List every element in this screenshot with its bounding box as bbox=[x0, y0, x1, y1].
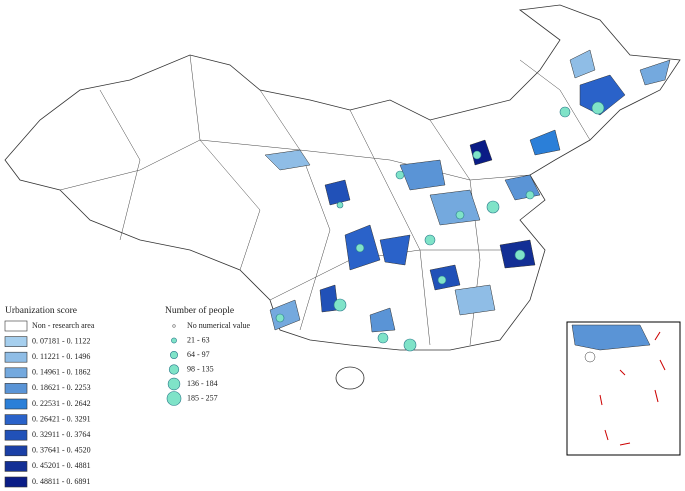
legend-swatch bbox=[4, 367, 28, 379]
region bbox=[639, 59, 671, 86]
legend-label: 136 - 184 bbox=[187, 379, 218, 388]
legend-label: 98 - 135 bbox=[187, 364, 214, 373]
legend-label: 0. 14961 - 0. 1862 bbox=[32, 368, 91, 377]
city-marker bbox=[472, 150, 482, 160]
city-marker bbox=[336, 201, 344, 209]
city-marker bbox=[424, 234, 436, 246]
city-marker bbox=[333, 298, 347, 312]
legend-label: 0. 45201 - 0. 4881 bbox=[32, 461, 91, 470]
legend-label: 0. 37641 - 0. 4520 bbox=[32, 446, 91, 455]
city-marker bbox=[486, 200, 500, 214]
legend-label: 0. 22531 - 0. 2642 bbox=[32, 399, 91, 408]
legend-label: 0. 26421 - 0. 3291 bbox=[32, 414, 91, 423]
region bbox=[529, 129, 561, 156]
legend-label: No numerical value bbox=[187, 321, 251, 330]
region bbox=[569, 49, 596, 79]
city-marker bbox=[455, 210, 465, 220]
legend-bubble bbox=[166, 391, 182, 406]
region bbox=[264, 149, 311, 171]
city-marker bbox=[377, 332, 389, 344]
city-marker bbox=[355, 243, 365, 253]
legend-label: 0. 18621 - 0. 2253 bbox=[32, 383, 91, 392]
city-marker bbox=[275, 313, 285, 323]
region bbox=[369, 307, 396, 333]
region bbox=[579, 74, 626, 116]
legend-swatch bbox=[4, 414, 28, 425]
city-markers bbox=[275, 101, 605, 352]
legend-swatch bbox=[4, 320, 28, 332]
region bbox=[379, 234, 411, 266]
legend-label: 0. 48811 - 0. 6891 bbox=[32, 477, 90, 486]
region bbox=[454, 284, 496, 316]
legend-swatch bbox=[4, 445, 28, 457]
legend-bubble bbox=[172, 324, 176, 328]
legend-label: 0. 07181 - 0. 1122 bbox=[32, 336, 90, 345]
legend-bubble bbox=[167, 377, 181, 391]
legend-label: 0. 32911 - 0. 3764 bbox=[32, 430, 90, 439]
region bbox=[324, 179, 351, 206]
region bbox=[269, 299, 301, 331]
island bbox=[335, 366, 365, 390]
city-marker bbox=[525, 190, 535, 200]
legend-swatch bbox=[4, 476, 28, 488]
legend-label: 185 - 257 bbox=[187, 393, 218, 402]
legend-bubble bbox=[170, 350, 179, 359]
inset-map bbox=[571, 324, 666, 446]
legend-bubble bbox=[168, 364, 180, 375]
legend-bubble bbox=[171, 337, 177, 344]
legend: Urbanization score Number of people Non … bbox=[4, 305, 251, 488]
legend-swatch bbox=[4, 461, 28, 472]
legend-swatch bbox=[4, 429, 28, 441]
city-marker bbox=[559, 106, 571, 118]
region bbox=[429, 189, 481, 226]
research-regions bbox=[264, 49, 671, 333]
city-marker bbox=[591, 101, 605, 115]
legend-label: 64 - 97 bbox=[187, 350, 210, 359]
legend-label: 0. 11221 - 0. 1496 bbox=[32, 352, 90, 361]
region bbox=[399, 159, 446, 191]
choropleth-legend-title: Urbanization score bbox=[5, 306, 77, 316]
city-marker bbox=[395, 170, 405, 180]
legend-swatch bbox=[4, 398, 28, 410]
city-marker bbox=[403, 338, 417, 352]
legend-label: 21 - 63 bbox=[187, 335, 210, 344]
city-marker bbox=[514, 249, 526, 261]
legend-label: Non - research area bbox=[32, 321, 95, 330]
city-marker bbox=[437, 275, 447, 285]
bubble-legend-title: Number of people bbox=[165, 305, 234, 316]
legend-swatch bbox=[4, 336, 28, 347]
legend-swatch bbox=[4, 383, 28, 394]
legend-swatch bbox=[4, 351, 28, 363]
